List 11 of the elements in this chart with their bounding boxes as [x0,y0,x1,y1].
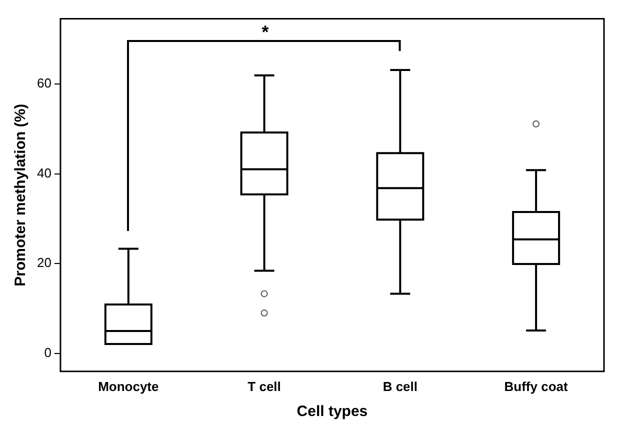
x-tick-label: T cell [248,378,281,394]
y-tick-label: 20 [36,255,52,270]
x-axis-title: Cell types [296,403,368,420]
x-tick-label: Monocyte [98,378,159,394]
x-tick-label: B cell [382,378,418,394]
annotation: * [262,22,269,42]
y-tick-label: 0 [44,345,52,360]
y-tick-label: 60 [36,76,52,91]
x-tick-label: Buffy coat [504,378,569,394]
y-tick-label: 40 [36,165,52,180]
y-axis-title: Promoter methylation (%) [12,104,30,286]
